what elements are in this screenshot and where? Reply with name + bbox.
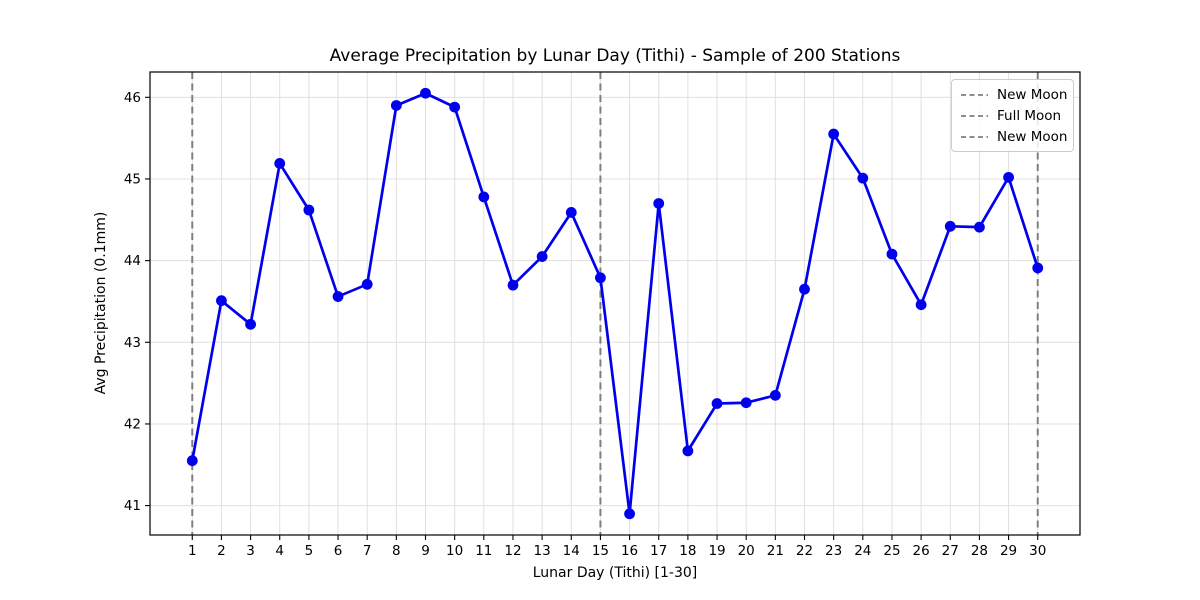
data-point-day-2 — [216, 295, 227, 307]
data-point-day-3 — [245, 318, 256, 330]
y-tick-label-45: 45 — [124, 171, 141, 187]
data-point-day-12 — [507, 279, 519, 291]
data-point-day-23 — [828, 128, 840, 140]
data-point-day-1 — [186, 455, 198, 467]
x-tick-label-24: 24 — [854, 543, 871, 559]
x-tick-label-27: 27 — [942, 543, 959, 559]
y-tick-label-43: 43 — [124, 335, 141, 351]
x-tick-label-5: 5 — [305, 543, 314, 559]
dashed-line-icon — [961, 93, 988, 96]
chart-title: Average Precipitation by Lunar Day (Tith… — [329, 46, 901, 66]
x-tick-label-8: 8 — [392, 543, 401, 559]
x-tick-label-1: 1 — [188, 543, 197, 559]
x-tick-label-25: 25 — [883, 543, 900, 559]
data-point-day-18 — [682, 445, 694, 457]
x-tick-label-2: 2 — [217, 543, 226, 559]
x-tick-label-4: 4 — [275, 543, 284, 559]
data-point-day-4 — [274, 158, 286, 169]
legend-label-full-moon: Full Moon — [997, 107, 1062, 124]
dashed-line-icon — [961, 114, 988, 117]
data-point-day-28 — [974, 221, 985, 233]
x-tick-label-23: 23 — [825, 543, 842, 559]
legend-entry-new-moon-1: New Moon — [961, 86, 1067, 103]
x-tick-label-20: 20 — [738, 543, 755, 559]
x-tick-label-10: 10 — [446, 543, 463, 559]
legend: New Moon Full Moon New Moon — [951, 79, 1074, 152]
x-tick-label-13: 13 — [534, 543, 551, 559]
legend-label-new-moon-2: New Moon — [997, 128, 1068, 145]
legend-entry-full-moon: Full Moon — [961, 107, 1063, 124]
x-tick-label-19: 19 — [708, 543, 725, 559]
x-tick-label-26: 26 — [913, 543, 930, 559]
x-tick-label-30: 30 — [1029, 543, 1046, 559]
data-point-day-13 — [536, 251, 548, 262]
x-axis-label: Lunar Day (Tithi) [1-30] — [532, 565, 698, 581]
data-point-day-21 — [769, 389, 781, 401]
data-point-day-29 — [1003, 171, 1014, 183]
data-point-day-5 — [303, 204, 315, 216]
plot-frame — [149, 71, 1081, 536]
x-tick-label-16: 16 — [621, 543, 638, 559]
data-point-day-11 — [478, 191, 490, 203]
data-point-day-30 — [1032, 262, 1044, 274]
data-point-day-8 — [390, 100, 402, 111]
x-tick-label-3: 3 — [246, 543, 255, 559]
data-point-day-16 — [624, 508, 635, 520]
data-point-day-17 — [653, 198, 665, 209]
data-point-day-27 — [944, 220, 956, 232]
x-tick-label-18: 18 — [679, 543, 696, 559]
data-point-day-7 — [361, 278, 373, 290]
y-tick-label-44: 44 — [124, 253, 141, 269]
x-tick-label-9: 9 — [421, 543, 430, 559]
y-tick-label-42: 42 — [124, 416, 141, 432]
data-point-day-6 — [332, 291, 344, 302]
y-axis-label: Avg Precipitation (0.1mm) — [93, 211, 109, 395]
x-tick-label-12: 12 — [504, 543, 521, 559]
legend-label-new-moon-1: New Moon — [997, 86, 1068, 103]
data-point-day-14 — [565, 207, 577, 218]
x-tick-label-22: 22 — [796, 543, 813, 559]
data-point-day-9 — [420, 87, 431, 99]
x-tick-label-6: 6 — [334, 543, 343, 559]
x-tick-label-28: 28 — [971, 543, 988, 559]
precipitation-line — [190, 91, 1040, 516]
data-point-day-15 — [595, 272, 606, 284]
y-tick-label-41: 41 — [124, 498, 141, 514]
dashed-line-icon — [961, 135, 988, 138]
x-tick-label-21: 21 — [767, 543, 784, 559]
y-tick-label-46: 46 — [124, 90, 141, 106]
data-point-day-26 — [915, 299, 927, 311]
x-tick-label-15: 15 — [592, 543, 609, 559]
x-tick-label-7: 7 — [363, 543, 372, 559]
x-tick-label-11: 11 — [475, 543, 492, 559]
data-point-day-10 — [449, 101, 461, 113]
data-point-day-24 — [857, 172, 869, 184]
data-point-day-22 — [799, 283, 810, 295]
x-tick-label-29: 29 — [1000, 543, 1017, 559]
data-point-day-19 — [711, 398, 723, 409]
legend-entry-new-moon-2: New Moon — [961, 128, 1067, 145]
data-point-day-20 — [740, 397, 752, 409]
data-point-day-25 — [886, 248, 898, 260]
x-tick-label-17: 17 — [650, 543, 667, 559]
x-tick-label-14: 14 — [563, 543, 580, 559]
